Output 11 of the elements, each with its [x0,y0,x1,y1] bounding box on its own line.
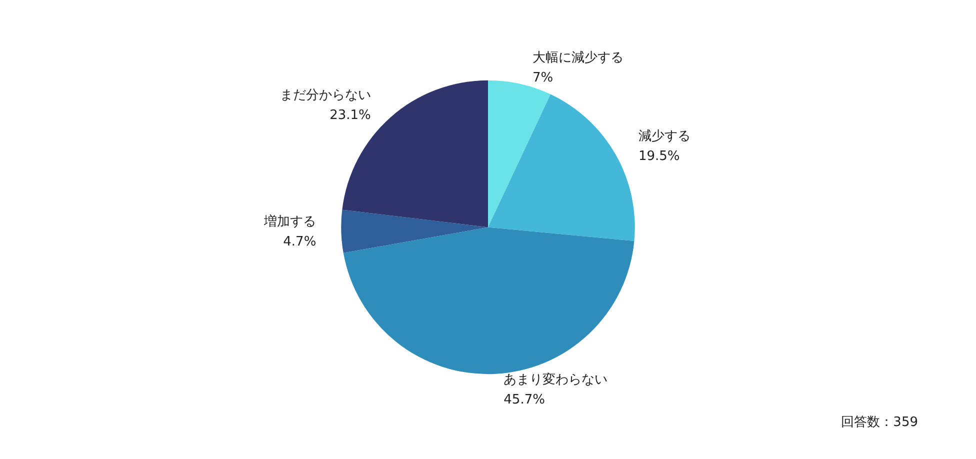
slice-label: あまり変わらない [504,371,608,388]
data-label: 23.1% [330,108,371,123]
data-label: 7% [532,70,554,86]
data-label: 4.7% [283,234,316,250]
slice-label: 減少する [638,129,690,144]
slice-label: 増加する [263,213,316,230]
data-label: 45.7% [504,392,545,408]
slice-label: 大幅に減少する [532,50,624,66]
slice-label: まだ分からない [280,88,371,103]
data-label: 19.5% [638,149,680,164]
text: 回答数：359 [841,415,918,430]
